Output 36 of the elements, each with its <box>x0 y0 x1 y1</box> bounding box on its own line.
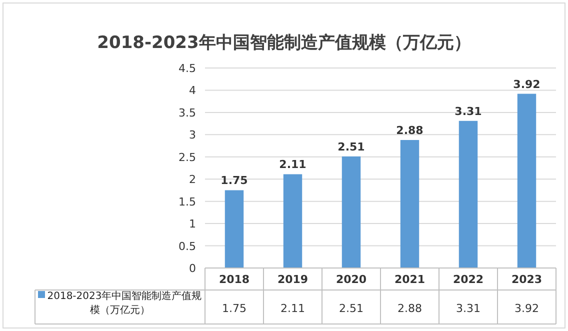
annotation: 3.92 <box>513 78 540 91</box>
data-label: 2.51 <box>339 302 364 315</box>
y-tick-label: 0 <box>189 262 196 275</box>
chart-title: 2018-2023年中国智能制造产值规模（万亿元） <box>97 33 471 53</box>
data-label: 2.11 <box>280 302 305 315</box>
x-tick-label: 2023 <box>511 273 542 286</box>
y-tick-label: 3.5 <box>178 106 196 120</box>
data-label: 1.75 <box>222 302 246 315</box>
y-tick-label: 0.5 <box>178 240 196 253</box>
x-tick-label: 2019 <box>277 273 308 286</box>
y-tick-label: 4.5 <box>178 62 196 75</box>
bar <box>400 140 420 268</box>
x-tick-label: 2022 <box>452 273 484 286</box>
annotation: 2.11 <box>279 158 306 172</box>
y-tick-label: 2 <box>189 173 196 186</box>
data-label: 3.31 <box>456 302 480 315</box>
data-label: 3.92 <box>514 302 539 315</box>
x-tick-label: 2018 <box>218 273 250 286</box>
y-tick-label: 2.5 <box>178 150 196 164</box>
data-label: 2.88 <box>398 302 422 315</box>
legend-label: 2018-2023年中国智能制造产值规模（万亿元） <box>46 290 203 318</box>
annotation: 2.88 <box>396 124 424 137</box>
annotation: 1.75 <box>220 174 248 188</box>
bar <box>283 174 302 268</box>
bar <box>458 120 478 268</box>
bar <box>224 190 244 268</box>
x-tick-label: 2021 <box>394 273 426 286</box>
y-tick-label: 1 <box>189 218 196 231</box>
bar <box>342 156 361 268</box>
annotation: 2.51 <box>338 140 365 154</box>
y-tick-label: 3 <box>189 128 196 142</box>
y-tick-label: 1.5 <box>178 195 196 208</box>
y-tick-label: 4 <box>189 84 196 98</box>
x-tick-label: 2020 <box>336 273 367 286</box>
bar <box>517 94 536 268</box>
annotation: 3.31 <box>454 104 482 118</box>
